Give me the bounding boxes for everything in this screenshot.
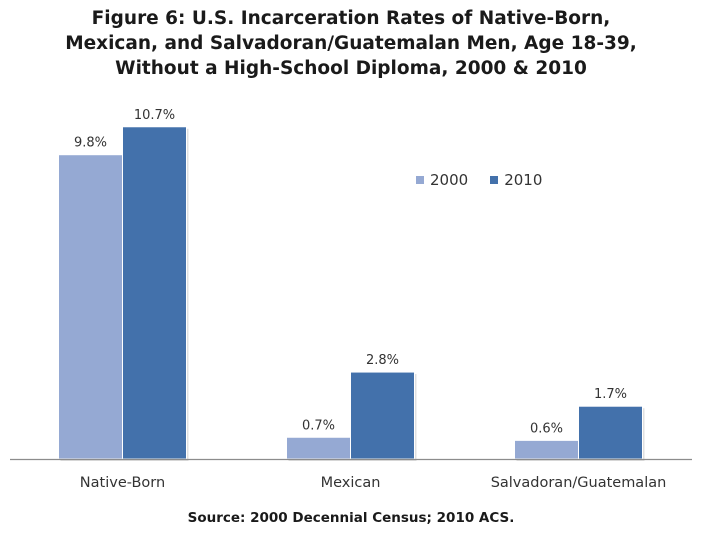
legend-swatch-2000 bbox=[416, 176, 424, 184]
x-tick-label-native-born: Native-Born bbox=[80, 475, 165, 491]
bar-2000-salvadoran-guatemalan bbox=[514, 439, 579, 460]
bar-2010-native-born bbox=[122, 126, 187, 460]
bar-2010-mexican bbox=[350, 371, 415, 460]
bar-2000-native-born bbox=[58, 154, 123, 460]
data-label-2000-native-born: 9.8% bbox=[74, 136, 107, 151]
bar-2000-mexican bbox=[286, 436, 351, 460]
legend-item-2010: 2010 bbox=[490, 171, 542, 189]
source-note: Source: 2000 Decennial Census; 2010 ACS. bbox=[187, 510, 515, 526]
legend-item-2000: 2000 bbox=[416, 171, 468, 189]
data-label-2010-salvadoran-guatemalan: 1.7% bbox=[594, 387, 627, 402]
bar-2010-salvadoran-guatemalan bbox=[578, 405, 643, 460]
x-tick-label-salvadoran-guatemalan: Salvadoran/Guatemalan bbox=[491, 475, 667, 491]
data-label-2000-salvadoran-guatemalan: 0.6% bbox=[530, 421, 563, 436]
legend-swatch-2010 bbox=[490, 176, 499, 184]
chart-title: Figure 6: U.S. Incarceration Rates of Na… bbox=[0, 6, 702, 81]
legend-label-2010: 2010 bbox=[504, 171, 543, 189]
data-label-2000-mexican: 0.7% bbox=[302, 418, 335, 433]
chart-title-line-1: Figure 6: U.S. Incarceration Rates of Na… bbox=[91, 8, 611, 29]
legend-label-2000: 2000 bbox=[430, 171, 469, 189]
x-tick-label-mexican: Mexican bbox=[321, 475, 381, 491]
chart-title-line-3: Without a High-School Diploma, 2000 & 20… bbox=[115, 58, 587, 79]
legend: 2000 2010 bbox=[416, 171, 564, 189]
chart-title-line-2: Mexican, and Salvadoran/Guatemalan Men, … bbox=[65, 33, 637, 54]
data-label-2010-native-born: 10.7% bbox=[134, 108, 175, 123]
data-label-2010-mexican: 2.8% bbox=[366, 353, 399, 368]
